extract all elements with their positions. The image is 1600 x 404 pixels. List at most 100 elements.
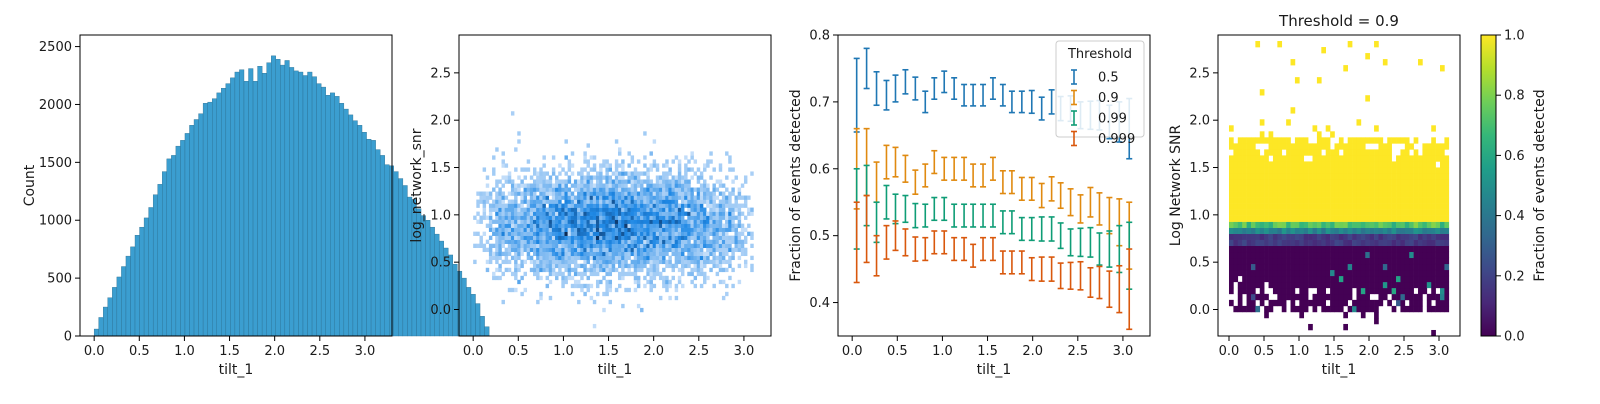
map-cell xyxy=(1400,281,1406,289)
map-cell xyxy=(1299,149,1305,156)
density-cell xyxy=(498,207,502,212)
density-cell xyxy=(627,231,631,236)
density-cell xyxy=(734,215,738,220)
map-cell xyxy=(1237,179,1243,186)
density-cell xyxy=(495,239,499,244)
density-cell xyxy=(621,267,625,273)
map-cell xyxy=(1237,197,1243,204)
map-cell xyxy=(1409,161,1414,168)
map-cell xyxy=(1286,161,1291,168)
density-cell xyxy=(693,247,698,253)
density-cell xyxy=(715,239,720,244)
map-cell xyxy=(1268,197,1274,204)
map-cell xyxy=(1352,203,1357,210)
map-cell xyxy=(1321,155,1327,162)
density-cell xyxy=(485,267,490,273)
y-tick-label: 2.0 xyxy=(430,114,451,129)
density-cell xyxy=(621,275,625,281)
density-cell xyxy=(665,199,669,204)
density-cell xyxy=(529,203,534,208)
density-cell xyxy=(687,251,691,257)
density-cell xyxy=(696,247,701,253)
density-cell xyxy=(595,231,600,236)
density-cell xyxy=(652,243,657,249)
map-cell xyxy=(1365,137,1370,144)
density-cell xyxy=(671,251,675,257)
density-cell xyxy=(703,179,707,184)
density-cell xyxy=(718,183,723,188)
map-cell xyxy=(1404,137,1410,144)
histogram-bar xyxy=(243,81,249,337)
density-cell xyxy=(693,263,698,269)
density-cell xyxy=(624,251,628,257)
map-cell xyxy=(1347,197,1353,204)
density-cell xyxy=(570,243,575,249)
map-cell xyxy=(1378,221,1384,228)
density-cell xyxy=(690,199,694,204)
density-cell xyxy=(551,187,556,192)
density-cell xyxy=(611,259,616,265)
density-cell xyxy=(567,235,572,240)
density-cell xyxy=(630,175,635,180)
density-cell xyxy=(561,251,565,257)
density-cell xyxy=(536,187,540,192)
map-cell xyxy=(1435,275,1441,283)
map-cell xyxy=(1321,263,1327,271)
map-cell xyxy=(1422,179,1428,186)
density-cell xyxy=(693,239,698,244)
density-cell xyxy=(728,235,732,240)
density-cell xyxy=(539,251,543,257)
density-cell xyxy=(564,195,568,200)
map-cell xyxy=(1321,305,1327,313)
density-cell xyxy=(699,199,704,204)
density-cell xyxy=(520,219,524,224)
density-cell xyxy=(602,263,606,269)
map-cell xyxy=(1316,155,1322,162)
map-cell xyxy=(1400,149,1406,156)
map-cell xyxy=(1356,227,1362,234)
density-cell xyxy=(520,191,524,196)
density-cell xyxy=(539,295,543,301)
map-cell xyxy=(1264,209,1269,216)
density-cell xyxy=(658,195,663,200)
map-cell xyxy=(1242,197,1247,204)
map-cell xyxy=(1308,197,1313,204)
colorbar-tick-label: 0.6 xyxy=(1504,149,1525,164)
density-cell xyxy=(583,291,587,297)
density-cell xyxy=(646,279,650,285)
density-cell xyxy=(636,275,641,281)
map-cell xyxy=(1396,155,1401,162)
map-cell xyxy=(1250,215,1256,222)
map-cell xyxy=(1413,215,1419,222)
map-cell xyxy=(1299,257,1305,265)
map-cell xyxy=(1413,179,1419,186)
density-cell xyxy=(737,239,742,244)
density-cell xyxy=(658,239,663,244)
y-tick-label: 1000 xyxy=(39,214,72,229)
density-cell xyxy=(589,187,594,192)
map-cell xyxy=(1316,269,1322,277)
density-cell xyxy=(715,263,720,269)
density-cell xyxy=(561,239,565,244)
map-cell xyxy=(1347,281,1353,289)
map-cell xyxy=(1404,227,1410,234)
map-cell xyxy=(1382,221,1388,228)
density-cell xyxy=(580,183,584,188)
density-cell xyxy=(592,203,597,208)
density-cell xyxy=(658,227,663,232)
density-cell xyxy=(614,239,619,244)
map-cell xyxy=(1228,173,1234,180)
density-cell xyxy=(605,279,609,285)
density-cell xyxy=(646,227,650,232)
histogram-bar xyxy=(93,328,99,337)
map-cell xyxy=(1404,149,1410,156)
map-cell xyxy=(1308,245,1313,253)
density-cell xyxy=(501,175,505,180)
density-cell xyxy=(712,183,716,188)
density-cell xyxy=(548,183,553,188)
axes-frame xyxy=(79,34,393,337)
map-cell xyxy=(1246,287,1252,295)
density-cell xyxy=(498,239,502,244)
density-cell xyxy=(680,267,685,273)
density-cell xyxy=(649,279,653,285)
